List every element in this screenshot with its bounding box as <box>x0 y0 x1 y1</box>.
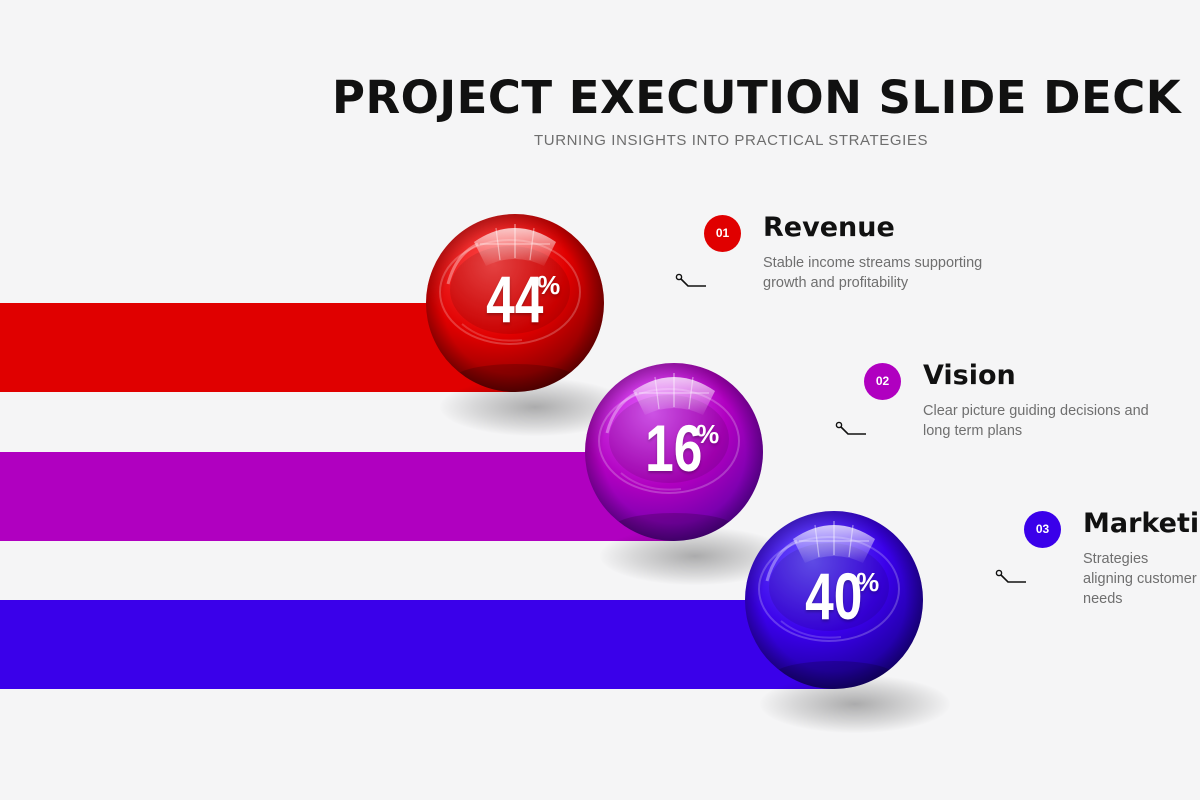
percent-value: 16 <box>644 411 703 485</box>
slide-title: PROJECT EXECUTION SLIDE DECK <box>332 71 1182 124</box>
band-marketing <box>0 600 833 689</box>
connector-line-icon <box>675 273 706 287</box>
connector-line-icon <box>995 569 1026 583</box>
sphere-marketing: 40% <box>745 511 923 689</box>
item-description-vision: Clear picture guiding decisions and long… <box>923 403 1149 439</box>
percent-value: 44 <box>485 262 544 336</box>
percent-value: 40 <box>804 559 863 633</box>
item-title-revenue: Revenue <box>763 212 895 243</box>
item-description-marketing: Strategies aligning customer needs <box>1083 551 1197 607</box>
percent-sign: % <box>856 567 880 597</box>
connector-line-icon <box>835 421 866 435</box>
sphere-graphic <box>745 511 923 689</box>
number-badge-02: 02 <box>864 363 901 400</box>
sphere-vision: 16% <box>585 363 763 541</box>
sphere-revenue: 44% <box>426 214 604 392</box>
item-description-revenue: Stable income streams supporting growth … <box>763 255 983 291</box>
percent-sign: % <box>696 419 720 449</box>
percent-label-marketing: 40% <box>745 561 923 631</box>
slide-subtitle: TURNING INSIGHTS INTO PRACTICAL STRATEGI… <box>534 132 929 149</box>
percent-sign: % <box>537 270 561 300</box>
number-badge-03: 03 <box>1024 511 1061 548</box>
sphere-graphic <box>585 363 763 541</box>
item-title-vision: Vision <box>923 360 1016 391</box>
percent-label-revenue: 44% <box>426 264 604 334</box>
number-badge-01: 01 <box>704 215 741 252</box>
percent-label-vision: 16% <box>585 413 763 483</box>
item-title-marketing: Marketing <box>1083 508 1200 539</box>
band-vision <box>0 452 674 541</box>
sphere-graphic <box>426 214 604 392</box>
